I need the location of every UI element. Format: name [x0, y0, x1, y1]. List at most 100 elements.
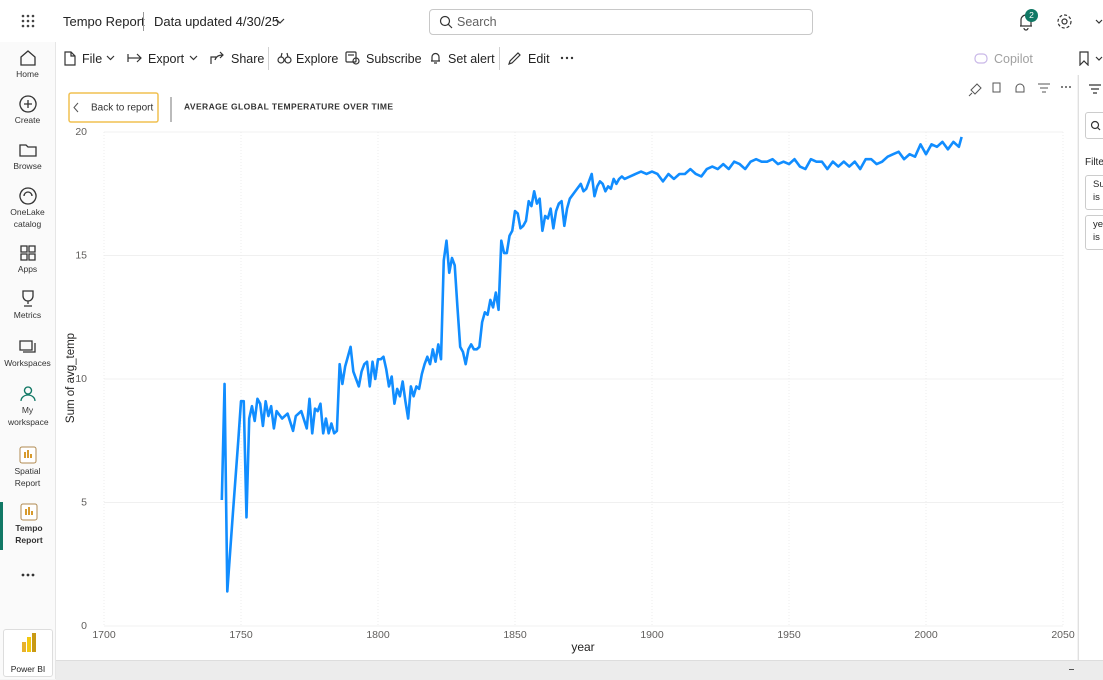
more-options[interactable] — [560, 56, 574, 60]
icon-shape — [18, 95, 37, 113]
icon-shape — [19, 386, 36, 402]
back-button[interactable] — [68, 92, 159, 123]
share-button[interactable]: Share — [231, 52, 265, 66]
filter-search[interactable] — [1085, 112, 1103, 139]
file-menu[interactable]: File — [82, 52, 103, 66]
y-tick-label: 5 — [81, 496, 87, 508]
chevron-down[interactable] — [1095, 18, 1103, 26]
visual-header — [968, 82, 1071, 97]
filter-card[interactable]: Su is ( — [1085, 175, 1103, 210]
logo-bar — [22, 642, 26, 652]
filter-card-field: ye — [1093, 219, 1103, 230]
nav-label: OneLake catalog — [10, 207, 45, 229]
logo-bar — [32, 633, 36, 652]
copy-icon[interactable] — [992, 82, 1001, 93]
y-tick-label: 10 — [75, 373, 87, 385]
filter-card[interactable]: ye is ( — [1085, 215, 1103, 250]
toolbar: File Export Share Explore Subscribe Set … — [56, 42, 1103, 75]
nav-label: Browse — [13, 161, 42, 171]
chevron-down[interactable] — [1095, 56, 1103, 63]
nav-icon — [19, 245, 36, 261]
nav-icon — [21, 290, 34, 307]
nav-icon — [18, 144, 37, 157]
nav-item[interactable]: Metrics — [0, 289, 55, 322]
explore-icon — [277, 52, 292, 64]
left-nav: Home Create Browse OneLake catalog Apps Metri… — [0, 42, 56, 679]
chevron-down[interactable] — [106, 55, 115, 62]
filters-title: Filte — [1085, 157, 1103, 168]
y-axis-title: Sum of avg_temp — [65, 333, 77, 423]
search-placeholder: Search — [457, 15, 497, 29]
bookmark-icon[interactable] — [1078, 51, 1090, 66]
explore-button[interactable]: Explore — [296, 52, 339, 66]
nav-label: Spatial Report — [14, 466, 41, 488]
filter-icon[interactable] — [1038, 83, 1050, 93]
more-nav[interactable] — [21, 573, 35, 577]
y-tick-label: 20 — [75, 126, 87, 138]
export-icon — [127, 53, 142, 63]
x-tick-label: 1950 — [777, 629, 801, 641]
chevron-down[interactable] — [275, 17, 285, 25]
nav-item[interactable]: Spatial Report — [0, 445, 55, 489]
share-icon — [210, 51, 224, 64]
x-tick-label: 2000 — [914, 629, 938, 641]
nav-icon — [18, 95, 37, 113]
nav-icon — [18, 187, 37, 205]
settings[interactable] — [1056, 13, 1073, 30]
more-options[interactable] — [1061, 86, 1071, 88]
nav-item[interactable]: Workspaces — [0, 337, 55, 370]
separator — [499, 47, 500, 70]
nav-label: Workspaces — [4, 358, 51, 368]
logo-bar — [27, 637, 31, 652]
nav-label: Apps — [17, 264, 38, 274]
nav-icon — [19, 446, 36, 464]
chevron-down[interactable] — [189, 55, 198, 62]
status-bar — [56, 660, 1103, 680]
data-updated[interactable]: Data updated 4/30/25 — [154, 14, 280, 29]
alert-icon[interactable] — [1015, 83, 1025, 93]
nav-item[interactable]: My workspace — [0, 384, 55, 428]
notification-badge: 2 — [1025, 9, 1038, 22]
chart-title: AVERAGE GLOBAL TEMPERATURE OVER TIME — [184, 101, 393, 111]
export-menu[interactable]: Export — [148, 52, 185, 66]
file-icon — [64, 51, 76, 66]
back-chevron — [73, 102, 79, 113]
copilot-button[interactable]: Copilot — [994, 52, 1033, 66]
filter-card-field: Su — [1093, 179, 1103, 190]
report-name: Tempo Report — [63, 14, 145, 29]
data-line — [220, 136, 963, 593]
separator — [143, 12, 144, 31]
nav-item[interactable]: Apps — [0, 243, 55, 276]
top-bar: Tempo Report Data updated 4/30/25 Search… — [0, 0, 1103, 43]
power-bi-switcher[interactable]: Power BI — [3, 629, 53, 677]
nav-item[interactable]: Browse — [0, 140, 55, 173]
search-box[interactable]: Search — [429, 9, 813, 35]
nav-item[interactable]: Tempo Report — [0, 502, 55, 550]
separator — [268, 47, 269, 70]
nav-item[interactable]: OneLake catalog — [0, 186, 55, 230]
icon-shape — [19, 245, 36, 261]
edit-button[interactable]: Edit — [528, 52, 550, 66]
zoom-out[interactable] — [1069, 669, 1074, 670]
filter-icon[interactable] — [1089, 84, 1101, 94]
search-icon — [439, 15, 453, 29]
nav-icon — [19, 50, 36, 66]
y-tick-label: 0 — [81, 620, 87, 632]
set-alert-button[interactable]: Set alert — [448, 52, 495, 66]
copilot-icon — [974, 53, 988, 64]
app-launcher[interactable] — [20, 13, 36, 29]
x-tick-label: 1800 — [366, 629, 390, 641]
nav-icon — [19, 386, 36, 402]
filters-pane: Filte Su is ( ye is ( — [1078, 75, 1103, 660]
edit-icon — [508, 52, 521, 65]
icon-shape — [18, 144, 37, 157]
pin-icon[interactable] — [968, 83, 982, 97]
power-bi-label: Power BI — [10, 664, 46, 674]
nav-item[interactable]: Create — [0, 94, 55, 127]
nav-item[interactable]: Home — [0, 48, 55, 81]
subscribe-button[interactable]: Subscribe — [366, 52, 422, 66]
back-button-label[interactable]: Back to report — [91, 103, 153, 114]
nav-label: My workspace — [8, 405, 49, 427]
